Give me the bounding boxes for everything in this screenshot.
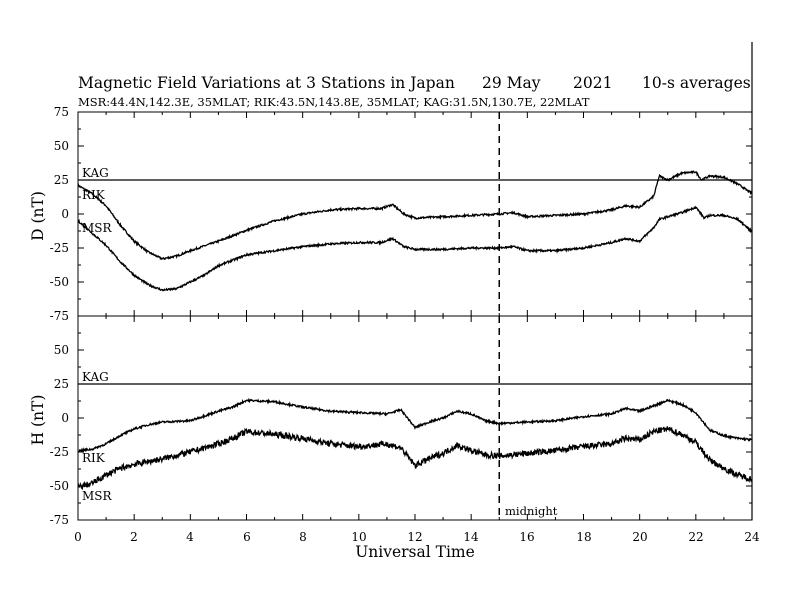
chart-date: 29 May: [482, 74, 541, 92]
d-label-kag: KAG: [82, 166, 109, 180]
h-ytick-label: 25: [54, 377, 69, 391]
station-info: MSR:44.4N,142.3E, 35MLAT; RIK:43.5N,143.…: [78, 95, 590, 109]
x-tick-label: 20: [632, 530, 647, 544]
x-tick-label: 14: [463, 530, 479, 544]
h-axis-label: H (nT): [29, 395, 47, 446]
d-ytick-label: -75: [50, 309, 69, 323]
x-tick-label: 12: [407, 530, 422, 544]
midnight-label: midnight: [505, 504, 558, 518]
d-label-rik: RIK: [82, 188, 106, 202]
x-ticks: 0 2 4 6 8 10 12 14 16 18 20 22 24: [74, 530, 760, 544]
d-panel-frame: [77, 111, 753, 317]
h-label-kag: KAG: [82, 370, 109, 384]
h-panel-series: [77, 383, 753, 490]
x-tick-label: 24: [744, 530, 760, 544]
d-label-msr: MSR: [82, 221, 113, 235]
h-label-msr: MSR: [82, 489, 113, 503]
h-label-rik: RIK: [82, 451, 106, 465]
x-axis-label: Universal Time: [355, 543, 475, 561]
x-tick-label: 2: [130, 530, 138, 544]
x-tick-label: 22: [688, 530, 703, 544]
h-ytick-label: -50: [50, 479, 69, 493]
h-ytick-label: -25: [50, 445, 69, 459]
x-tick-label: 16: [519, 530, 534, 544]
d-ytick-label: 75: [54, 105, 69, 119]
d-yticks: 75 50 25 0 -25 -50 -75: [50, 105, 69, 323]
x-tick-label: 18: [576, 530, 591, 544]
x-tick-label: 4: [186, 530, 194, 544]
h-ytick-label: 0: [61, 411, 69, 425]
d-series-msr: [77, 205, 753, 292]
h-yticks: 50 25 0 -25 -50 -75: [50, 343, 69, 527]
d-ytick-label: 0: [61, 207, 69, 221]
h-series-msr: [77, 426, 753, 490]
h-panel-frame: [77, 315, 753, 521]
x-tick-label: 10: [351, 530, 366, 544]
tick-marks: [77, 111, 753, 521]
x-tick-label: 8: [299, 530, 307, 544]
d-ytick-label: 25: [54, 173, 69, 187]
series-labels: KAG RIK MSR KAG RIK MSR: [82, 166, 113, 503]
x-tick-label: 6: [243, 530, 251, 544]
x-tick-label: 0: [74, 530, 82, 544]
d-ytick-label: -25: [50, 241, 69, 255]
h-ytick-label: 50: [54, 343, 69, 357]
d-axis-label: D (nT): [29, 191, 47, 241]
chart-year: 2021: [573, 74, 612, 92]
d-panel-series: [77, 170, 753, 292]
h-ytick-label: -75: [50, 513, 69, 527]
chart-title: Magnetic Field Variations at 3 Stations …: [78, 74, 455, 92]
d-ytick-label: 50: [54, 139, 69, 153]
d-series-rik: [77, 170, 753, 261]
d-ytick-label: -50: [50, 275, 69, 289]
chart-averaging: 10-s averages: [642, 74, 751, 92]
h-series-rik: [77, 397, 753, 453]
